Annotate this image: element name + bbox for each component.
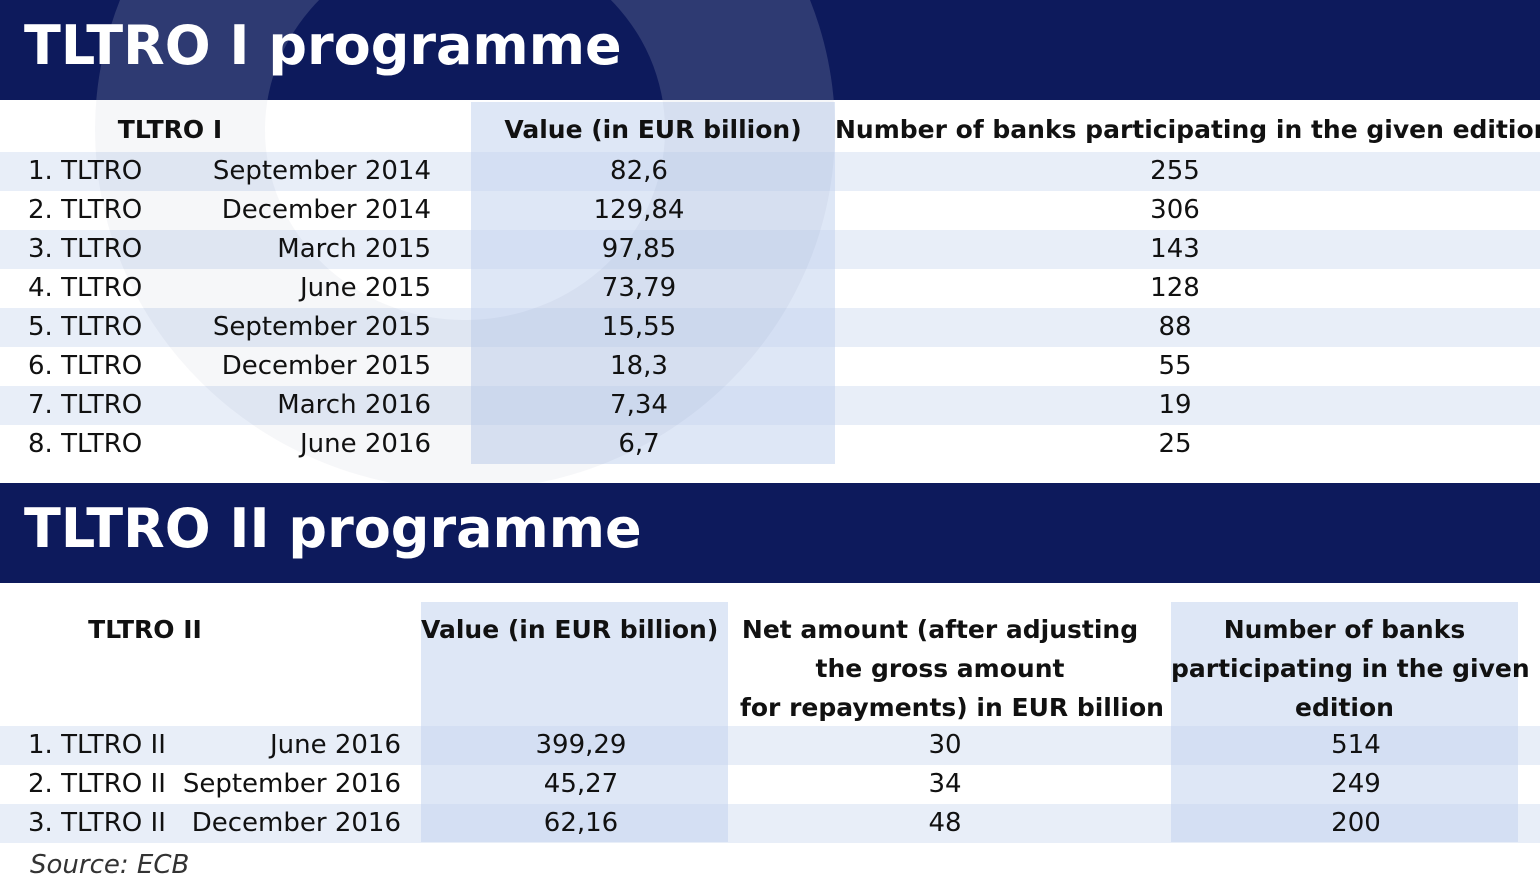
row-banks: 200: [1331, 808, 1381, 838]
row-date: December 2015: [221, 351, 431, 381]
row-value: 6,7: [618, 429, 660, 459]
row-date: March 2015: [277, 234, 431, 264]
header-tltro2: TLTRO II: [88, 615, 202, 644]
row-banks: 55: [1158, 351, 1192, 381]
row-date: June 2015: [299, 273, 431, 303]
value-column-highlight: [421, 602, 728, 842]
row-name: 3. TLTRO II: [28, 808, 166, 838]
header-banks: Number of banks participating in the giv…: [835, 115, 1540, 144]
row-name: 2. TLTRO: [28, 195, 143, 225]
row-net: 34: [928, 769, 962, 799]
value-column-highlight: [471, 102, 835, 464]
row-banks: 25: [1158, 429, 1192, 459]
row-value: 97,85: [601, 234, 677, 264]
row-name: 1. TLTRO II: [28, 730, 166, 760]
section2-title: TLTRO II programme: [24, 497, 642, 560]
row-banks: 128: [1150, 273, 1200, 303]
row-name: 1. TLTRO: [28, 156, 143, 186]
row-net: 48: [928, 808, 962, 838]
header-banks-line: edition: [1295, 693, 1394, 722]
row-date: December 2016: [191, 808, 401, 838]
source-note: Source: ECB: [30, 850, 190, 880]
row-date: December 2014: [221, 195, 431, 225]
row-name: 8. TLTRO: [28, 429, 143, 459]
row-date: June 2016: [269, 730, 401, 760]
banks-column-highlight: [1171, 602, 1518, 842]
row-value: 73,79: [601, 273, 677, 303]
row-date: September 2014: [212, 156, 431, 186]
row-name: 6. TLTRO: [28, 351, 143, 381]
row-name: 3. TLTRO: [28, 234, 143, 264]
section2-banner: TLTRO II programme: [0, 483, 1540, 583]
header-value: Value (in EUR billion): [504, 115, 802, 144]
section1-title: TLTRO I programme: [24, 14, 622, 77]
row-name: 7. TLTRO: [28, 390, 143, 420]
row-value: 82,6: [610, 156, 668, 186]
row-value: 129,84: [593, 195, 685, 225]
row-value: 7,34: [610, 390, 668, 420]
header-net-line: for repayments) in EUR billion: [740, 693, 1164, 722]
row-date: September 2016: [182, 769, 401, 799]
row-date: June 2016: [299, 429, 431, 459]
header-net-line: Net amount (after adjusting: [741, 615, 1139, 644]
header-banks-line: participating in the given: [1171, 654, 1530, 683]
header-tltro1: TLTRO I: [117, 115, 223, 144]
row-name: 5. TLTRO: [28, 312, 143, 342]
header-banks-line: Number of banks: [1223, 615, 1466, 644]
row-value: 62,16: [543, 808, 619, 838]
row-banks: 88: [1158, 312, 1192, 342]
row-value: 45,27: [543, 769, 619, 799]
row-value: 399,29: [535, 730, 627, 760]
row-name: 4. TLTRO: [28, 273, 143, 303]
row-date: March 2016: [277, 390, 431, 420]
row-value: 18,3: [610, 351, 668, 381]
row-banks: 306: [1150, 195, 1200, 225]
row-banks: 19: [1158, 390, 1192, 420]
header-net-line: the gross amount: [815, 654, 1065, 683]
row-date: September 2015: [212, 312, 431, 342]
row-banks: 514: [1331, 730, 1381, 760]
watermark-arc: [95, 0, 835, 100]
header-value: Value (in EUR billion): [421, 615, 719, 644]
row-banks: 143: [1150, 234, 1200, 264]
row-banks: 249: [1331, 769, 1381, 799]
row-net: 30: [928, 730, 962, 760]
row-banks: 255: [1150, 156, 1200, 186]
row-value: 15,55: [601, 312, 677, 342]
section1-banner: TLTRO I programme: [0, 0, 1540, 100]
row-name: 2. TLTRO II: [28, 769, 166, 799]
